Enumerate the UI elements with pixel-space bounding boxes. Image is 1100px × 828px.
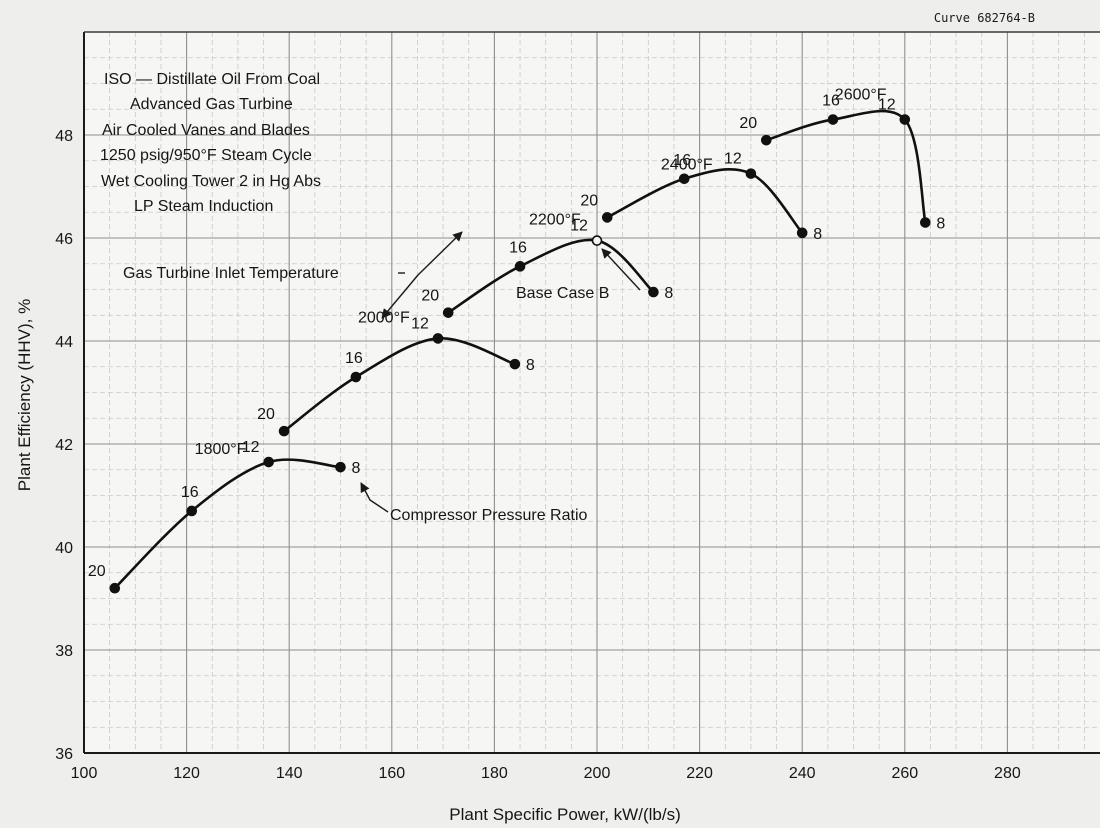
pressure-ratio-label: 12 xyxy=(878,97,896,114)
data-point xyxy=(278,425,290,437)
pressure-ratio-label: 8 xyxy=(352,460,361,477)
data-point xyxy=(186,505,198,517)
y-tick-label: 46 xyxy=(55,231,73,248)
inlet-temperature-label: Gas Turbine Inlet Temperature xyxy=(123,265,339,282)
data-point xyxy=(509,358,521,370)
grid-minor xyxy=(84,32,1100,753)
condition-line: Wet Cooling Tower 2 in Hg Abs xyxy=(101,173,321,190)
x-tick-label: 240 xyxy=(789,765,816,782)
data-point xyxy=(514,261,526,272)
series-line xyxy=(283,337,516,433)
y-axis-label: Plant Efficiency (HHV), % xyxy=(15,299,34,491)
data-point xyxy=(350,371,362,383)
y-tick-label: 36 xyxy=(55,746,73,763)
data-point xyxy=(109,582,121,594)
pressure-ratio-label: 20 xyxy=(88,563,106,580)
curve-id: Curve 682764-B xyxy=(934,11,1035,25)
x-tick-label: 220 xyxy=(686,765,713,782)
series-name-label: 2400°F xyxy=(661,157,713,174)
y-tick-label: 38 xyxy=(55,643,73,660)
pressure-ratio-label: 12 xyxy=(411,315,429,332)
pressure-ratio-arrow xyxy=(360,482,389,513)
data-point xyxy=(796,227,808,239)
data-point xyxy=(648,286,659,298)
condition-line: 1250 psig/950°F Steam Cycle xyxy=(100,147,312,164)
series-line xyxy=(765,109,927,223)
data-point xyxy=(745,168,757,179)
x-tick-label: 140 xyxy=(276,765,303,782)
conditions-text: ISO — Distillate Oil From Coal Advanced … xyxy=(100,71,321,215)
axes xyxy=(83,31,1100,754)
pressure-ratio-label: 16 xyxy=(345,350,363,367)
pressure-ratio-label: Compressor Pressure Ratio xyxy=(390,507,588,524)
series-name-label: 1800°F xyxy=(195,441,247,458)
grid-major xyxy=(84,32,1100,753)
series-layer: 20 16 12 8 1800°F 20 16 12 8 2000°F 20 16 12 8 2200°F 2… xyxy=(88,87,945,594)
x-tick-label: 100 xyxy=(71,765,98,782)
y-tick-label: 42 xyxy=(55,437,73,454)
pressure-ratio-label: 20 xyxy=(257,406,275,423)
x-axis-label: Plant Specific Power, kW/(lb/s) xyxy=(449,805,680,824)
pressure-ratio-label: 20 xyxy=(739,115,757,132)
x-tick-label: 200 xyxy=(584,765,611,782)
pressure-ratio-label: 16 xyxy=(673,152,691,169)
pressure-ratio-label: 12 xyxy=(724,151,742,168)
pressure-ratio-label: 16 xyxy=(822,93,840,110)
pressure-ratio-label: 20 xyxy=(580,192,598,209)
pressure-ratio-label: 16 xyxy=(181,484,199,501)
data-point xyxy=(920,217,931,228)
data-point xyxy=(442,307,454,318)
pressure-ratio-label: 8 xyxy=(813,226,822,243)
series-line xyxy=(447,238,655,314)
x-tick-labels: 100 120 140 160 180 200 220 240 260 280 xyxy=(71,765,1021,782)
pressure-ratio-label: 20 xyxy=(421,288,439,305)
data-point xyxy=(827,114,839,125)
series-line xyxy=(113,458,341,590)
pressure-ratio-label: 12 xyxy=(570,218,588,235)
data-point xyxy=(760,134,772,146)
series-name-label: 2200°F xyxy=(529,212,581,229)
series-line xyxy=(606,168,804,234)
condition-line: Advanced Gas Turbine xyxy=(130,96,293,113)
data-point xyxy=(263,456,274,468)
pressure-ratio-label: 8 xyxy=(526,357,535,374)
data-point xyxy=(899,114,911,125)
y-tick-label: 40 xyxy=(55,540,73,557)
y-tick-label: 44 xyxy=(55,334,73,351)
data-point xyxy=(335,461,346,473)
x-tick-label: 260 xyxy=(891,765,918,782)
x-tick-label: 160 xyxy=(378,765,405,782)
x-tick-label: 180 xyxy=(481,765,508,782)
x-tick-label: 280 xyxy=(994,765,1021,782)
annotation-layer xyxy=(360,231,641,513)
pressure-ratio-label: 12 xyxy=(242,439,260,456)
inlet-temp-arrow-down xyxy=(381,274,419,319)
inlet-temp-arrow-up xyxy=(417,231,463,276)
pressure-ratio-label: 8 xyxy=(664,285,673,302)
x-tick-label: 120 xyxy=(173,765,200,782)
data-point xyxy=(432,333,444,344)
base-case-marker xyxy=(591,235,603,246)
y-tick-labels: 36 38 40 42 44 46 48 xyxy=(55,128,73,763)
pressure-ratio-label: 8 xyxy=(936,216,945,233)
base-case-label: Base Case B xyxy=(516,285,609,302)
data-point xyxy=(678,173,690,185)
base-case-arrow xyxy=(601,248,641,291)
pressure-ratio-label: 16 xyxy=(509,239,527,256)
condition-line: Air Cooled Vanes and Blades xyxy=(102,122,310,139)
series-name-label: 2600°F xyxy=(835,87,887,104)
series-name-label: 2000°F xyxy=(358,309,410,326)
y-tick-label: 48 xyxy=(55,128,73,145)
data-point xyxy=(601,212,613,223)
condition-line: ISO — Distillate Oil From Coal xyxy=(104,71,320,88)
condition-line: LP Steam Induction xyxy=(134,198,273,215)
